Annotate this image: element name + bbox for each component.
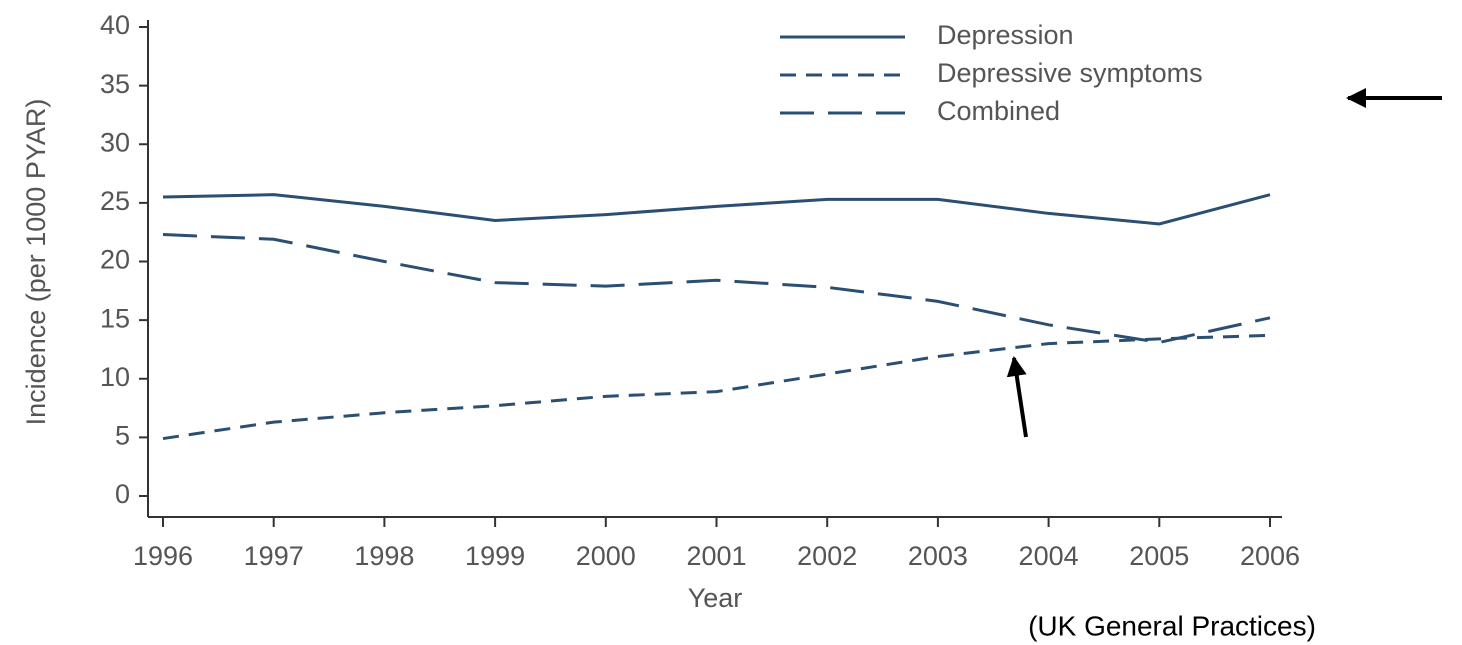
y-tick-label: 0 bbox=[115, 479, 130, 509]
x-axis-label: Year bbox=[688, 583, 743, 613]
y-axis-label: Incidence (per 1000 PYAR) bbox=[21, 99, 51, 426]
y-tick-label: 35 bbox=[100, 69, 130, 99]
x-tick-label: 2004 bbox=[1019, 541, 1079, 571]
legend-label: Depression bbox=[937, 20, 1074, 50]
x-tick-label: 2005 bbox=[1129, 541, 1189, 571]
line bbox=[162, 333, 1271, 441]
x-tick-label: 2001 bbox=[686, 541, 746, 571]
annotation: (UK General Practices) bbox=[1028, 610, 1316, 641]
legend-label: Combined bbox=[937, 96, 1060, 126]
line bbox=[162, 233, 1271, 344]
x-tick-label: 1999 bbox=[465, 541, 525, 571]
y-tick-label: 5 bbox=[115, 421, 130, 451]
y-tick-label: 20 bbox=[100, 245, 130, 275]
x-tick-label: 2002 bbox=[797, 541, 857, 571]
line bbox=[162, 193, 1271, 226]
y-tick-label: 40 bbox=[100, 10, 130, 40]
legend-label: Depressive symptoms bbox=[937, 58, 1203, 88]
y-tick-label: 10 bbox=[100, 362, 130, 392]
y-tick-label: 30 bbox=[100, 127, 130, 157]
x-tick-label: 1998 bbox=[354, 541, 414, 571]
y-tick-label: 25 bbox=[100, 186, 130, 216]
y-tick-label: 15 bbox=[100, 303, 130, 333]
x-tick-label: 2000 bbox=[576, 541, 636, 571]
x-tick-label: 1997 bbox=[244, 541, 304, 571]
x-tick-label: 2006 bbox=[1240, 541, 1300, 571]
x-tick-label: 2003 bbox=[908, 541, 968, 571]
x-tick-label: 1996 bbox=[133, 541, 193, 571]
arrow bbox=[1006, 356, 1028, 438]
